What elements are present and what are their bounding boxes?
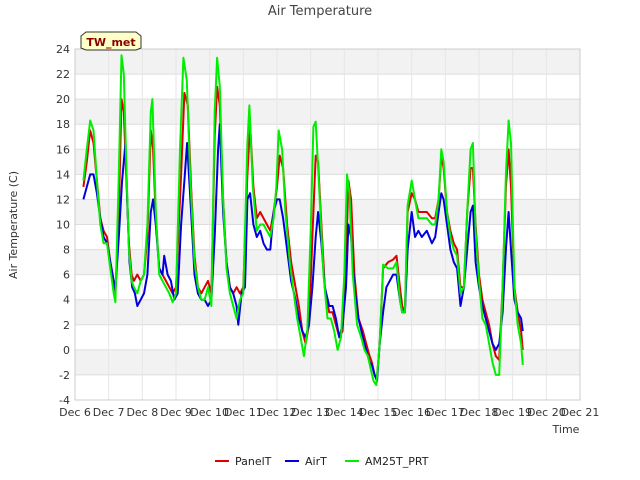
y-tick-label: 12 [56,193,70,206]
x-tick-label: Dec 15 [359,406,398,419]
x-tick-label: Dec 16 [392,406,431,419]
x-axis-label: Time [552,423,580,436]
station-badge-shape [80,31,142,51]
x-tick-label: Dec 12 [258,406,297,419]
x-tick-label: Dec 13 [291,406,330,419]
y-tick-label: 14 [56,168,70,181]
x-tick-label: Dec 8 [126,406,158,419]
plot-band [75,149,580,175]
legend-label: AirT [305,455,327,468]
chart-title: Air Temperature [268,4,372,19]
station-label: TW_met [86,36,135,49]
y-tick-label: 2 [63,319,70,332]
series-line-airt [82,123,524,383]
y-tick-label: -4 [59,394,70,407]
series-lines [82,54,524,386]
plot-band [75,99,580,125]
plot-band [75,349,580,375]
x-tick-label: Dec 11 [224,406,263,419]
y-tick-label: 4 [63,294,70,307]
x-tick-label: Dec 19 [493,406,532,419]
x-tick-label: Dec 10 [190,406,229,419]
y-tick-label: 8 [63,244,70,257]
y-tick-label: -2 [59,369,70,382]
plot-band [75,49,580,75]
y-tick-label: 6 [63,269,70,282]
x-tick-label: Dec 20 [527,406,566,419]
y-tick-label: 18 [56,118,70,131]
x-tick-label: Dec 9 [160,406,192,419]
plot-band [75,199,580,225]
y-tick-label: 10 [56,219,70,232]
x-tick-label: Dec 7 [93,406,125,419]
x-tick-label: Dec 14 [325,406,364,419]
y-tick-label: 20 [56,93,70,106]
y-tick-label: 24 [56,43,70,56]
legend: PanelT AirT AM25T_PRT [215,455,429,468]
x-tick-label: Dec 21 [561,406,600,419]
legend-label: AM25T_PRT [365,455,429,468]
y-tick-label: 0 [63,344,70,357]
x-tick-label: Dec 6 [59,406,91,419]
series-line-am25t-prt [82,54,524,386]
y-axis-label: Air Temperature (C) [7,171,20,279]
x-tick-label: Dec 18 [460,406,499,419]
x-tick-label: Dec 17 [426,406,465,419]
plot-frame [74,48,581,401]
station-badge: TW_met [80,31,142,51]
legend-label: PanelT [235,455,272,468]
y-tick-label: 22 [56,68,70,81]
y-tick-label: 16 [56,143,70,156]
